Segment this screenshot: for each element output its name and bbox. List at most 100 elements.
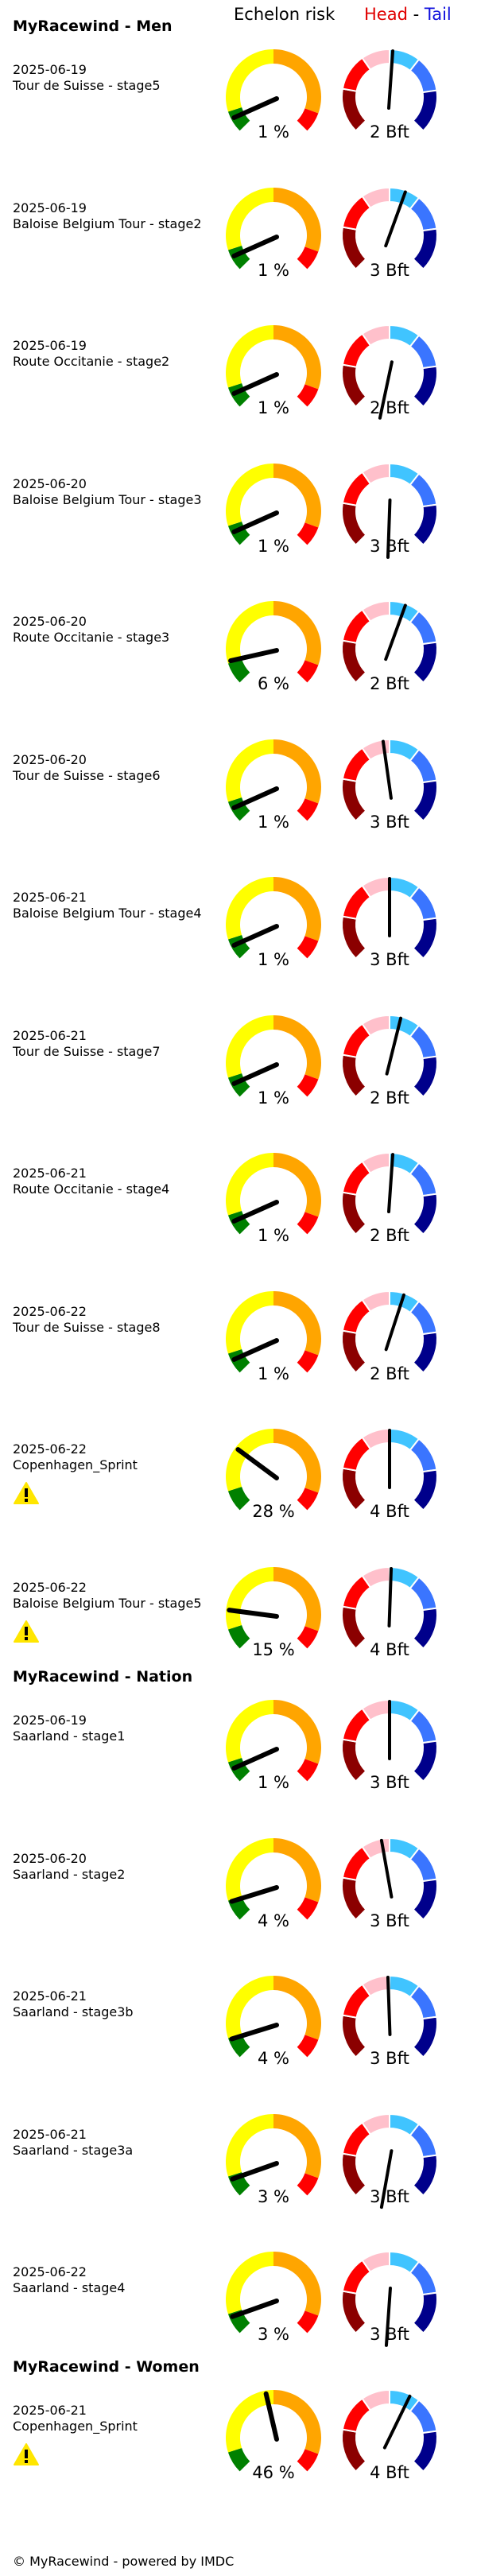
race-name: Saarland - stage2 bbox=[13, 1866, 126, 1882]
echelon-yellow-zone bbox=[226, 739, 273, 802]
race-date: 2025-06-20 bbox=[13, 1850, 87, 1866]
wind-blue-zone bbox=[409, 1437, 438, 1473]
race-name: Baloise Belgium Tour - stage5 bbox=[13, 1595, 202, 1611]
wind-darkblue-zone bbox=[412, 1740, 438, 1783]
echelon-red-zone bbox=[297, 660, 319, 683]
echelon-risk-gauge bbox=[221, 2109, 326, 2214]
echelon-risk-gauge bbox=[221, 1562, 326, 1667]
race-name: Route Occitanie - stage2 bbox=[13, 354, 170, 369]
echelon-red-zone bbox=[297, 797, 319, 821]
echelon-risk-gauge bbox=[221, 2247, 326, 2352]
echelon-yellow-zone bbox=[226, 1153, 273, 1216]
wind-gauge bbox=[337, 596, 442, 701]
wind-needle bbox=[381, 739, 393, 800]
echelon-orange-zone bbox=[273, 601, 321, 665]
race-name: Saarland - stage1 bbox=[13, 1728, 126, 1744]
echelon-needle bbox=[231, 1200, 279, 1224]
echelon-needle bbox=[231, 510, 279, 534]
echelon-orange-zone bbox=[273, 1429, 321, 1493]
wind-gauge-svg bbox=[341, 1014, 438, 1098]
echelon-red-zone bbox=[297, 2035, 319, 2058]
wind-gauge bbox=[337, 1695, 442, 1800]
wind-darkblue-zone bbox=[412, 1331, 438, 1374]
echelon-green-zone bbox=[227, 1348, 250, 1372]
wind-needle bbox=[386, 1976, 392, 2036]
echelon-orange-zone bbox=[273, 1153, 321, 1217]
echelon-yellow-zone bbox=[226, 1700, 273, 1763]
wind-gauge-svg bbox=[341, 1290, 438, 1374]
echelon-needle bbox=[231, 234, 279, 258]
echelon-green-zone bbox=[227, 797, 250, 821]
echelon-gauge-svg bbox=[226, 187, 321, 269]
race-date: 2025-06-19 bbox=[13, 62, 87, 77]
wind-force-value: 4 Bft bbox=[370, 2463, 409, 2482]
wind-needle bbox=[379, 1838, 394, 1899]
echelon-green-zone bbox=[227, 1210, 250, 1235]
echelon-green-zone bbox=[227, 521, 250, 545]
echelon-yellow-zone bbox=[226, 2113, 273, 2177]
warning-icon bbox=[14, 1482, 39, 1504]
wind-gauge bbox=[337, 183, 442, 288]
wind-gauge-svg bbox=[341, 2112, 438, 2209]
echelon-gauge-svg bbox=[226, 2252, 321, 2334]
echelon-needle bbox=[231, 1061, 279, 1086]
wind-needle bbox=[378, 360, 394, 420]
echelon-needle bbox=[229, 2023, 279, 2042]
wind-blue-zone bbox=[409, 886, 438, 921]
echelon-red-zone bbox=[297, 1759, 319, 1782]
echelon-risk-value: 1 % bbox=[258, 398, 289, 417]
wind-blue-zone bbox=[409, 610, 438, 646]
race-date: 2025-06-21 bbox=[13, 1166, 87, 1181]
warning-icon bbox=[14, 2443, 39, 2465]
wind-gauge-svg bbox=[341, 599, 438, 684]
race-name: Tour de Suisse - stage7 bbox=[13, 1043, 161, 1059]
echelon-needle bbox=[231, 786, 279, 810]
wind-gauge bbox=[337, 1971, 442, 2076]
echelon-red-zone bbox=[297, 936, 319, 959]
echelon-needle bbox=[231, 372, 279, 396]
wind-gauge bbox=[337, 1424, 442, 1529]
race-date: 2025-06-20 bbox=[13, 475, 87, 491]
echelon-risk-value: 3 % bbox=[258, 2186, 289, 2206]
wind-header: Head - Tail bbox=[364, 5, 452, 24]
echelon-needle bbox=[263, 2391, 279, 2442]
echelon-risk-gauge bbox=[221, 735, 326, 840]
wind-force-value: 3 Bft bbox=[370, 1911, 409, 1930]
echelon-risk-gauge bbox=[221, 1424, 326, 1529]
wind-force-value: 3 Bft bbox=[370, 1773, 409, 1792]
echelon-gauge-svg bbox=[226, 1429, 321, 1511]
wind-darkblue-zone bbox=[412, 2015, 438, 2058]
echelon-green-zone bbox=[227, 382, 250, 407]
race-name: Copenhagen_Sprint bbox=[13, 1457, 138, 1472]
echelon-orange-zone bbox=[273, 2113, 321, 2178]
echelon-gauge-svg bbox=[226, 2390, 321, 2472]
wind-gauge-svg bbox=[341, 1565, 438, 1650]
echelon-yellow-zone bbox=[226, 187, 273, 250]
wind-needle bbox=[379, 2148, 394, 2209]
wind-needle bbox=[384, 1293, 405, 1351]
echelon-needle bbox=[229, 1884, 279, 1904]
footer-credit: © MyRacewind - powered by IMDC bbox=[13, 2554, 235, 2569]
echelon-red-zone bbox=[297, 522, 319, 545]
warning-badge bbox=[13, 2442, 40, 2466]
wind-needle bbox=[387, 1153, 395, 1213]
echelon-green-zone bbox=[227, 934, 250, 959]
race-name: Route Occitanie - stage3 bbox=[13, 630, 170, 645]
echelon-risk-gauge bbox=[221, 45, 326, 149]
wind-gauge-svg bbox=[341, 48, 438, 132]
wind-gauge bbox=[337, 2109, 442, 2214]
echelon-risk-value: 1 % bbox=[258, 1364, 289, 1383]
echelon-yellow-zone bbox=[226, 325, 273, 388]
echelon-yellow-zone bbox=[226, 1566, 273, 1630]
wind-gauge bbox=[337, 320, 442, 425]
wind-force-value: 2 Bft bbox=[370, 1226, 409, 1245]
echelon-gauge-svg bbox=[226, 1290, 321, 1372]
echelon-yellow-zone bbox=[226, 1290, 273, 1354]
race-date: 2025-06-19 bbox=[13, 200, 87, 215]
wind-blue-zone bbox=[409, 1162, 438, 1197]
race-date: 2025-06-19 bbox=[13, 1713, 87, 1728]
echelon-risk-gauge bbox=[221, 872, 326, 977]
echelon-red-zone bbox=[297, 2172, 319, 2195]
echelon-risk-value: 1 % bbox=[258, 260, 289, 280]
race-name: Baloise Belgium Tour - stage4 bbox=[13, 906, 202, 921]
